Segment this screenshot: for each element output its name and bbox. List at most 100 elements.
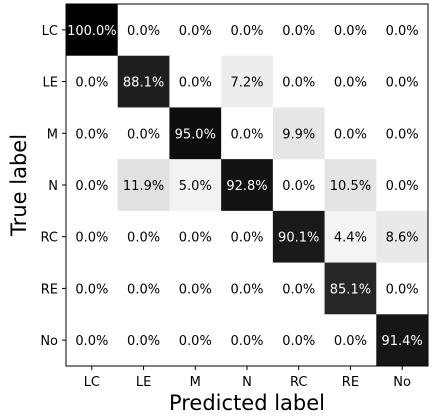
cell-LC-LE <box>117 4 170 57</box>
cell-value-label: 0.0% <box>282 282 315 297</box>
y-axis-ticks: LC LE M N RC RE No <box>40 24 66 349</box>
cell-value-label: 10.5% <box>330 179 371 194</box>
cell-value-label: 0.0% <box>386 179 419 194</box>
cell-No-N <box>221 314 274 367</box>
cell-value-label: 0.0% <box>75 334 108 349</box>
cell-LE-RC <box>272 55 326 108</box>
cell-value-label: 9.9% <box>282 127 315 142</box>
cell-LC-RE <box>324 4 377 57</box>
cell-M-LC <box>66 107 119 160</box>
cell-N-No <box>376 159 429 212</box>
cell-value-label: 0.0% <box>282 76 315 91</box>
cell-value-label: 0.0% <box>75 282 108 297</box>
cell-RE-LE <box>117 262 170 315</box>
cell-value-label: 0.0% <box>334 334 367 349</box>
cell-M-LE <box>117 107 170 160</box>
cell-N-M <box>169 159 222 212</box>
cell-M-N <box>221 107 274 160</box>
cell-N-RC <box>272 159 326 212</box>
y-tick-label: N <box>48 179 58 194</box>
cell-value-label: 0.0% <box>334 127 367 142</box>
x-axis-ticks: LC LE M N RC RE No <box>84 366 411 390</box>
cell-LE-No <box>376 55 429 108</box>
x-tick-label: M <box>190 375 201 390</box>
cell-value-label: 0.0% <box>282 24 315 39</box>
cell-value-label: 95.0% <box>175 127 216 142</box>
x-tick-label: LE <box>136 375 151 390</box>
cell-value-label: 0.0% <box>127 24 160 39</box>
cell-N-LE <box>117 159 170 212</box>
cell-RC-RC <box>272 210 326 264</box>
cell-RE-RC <box>272 262 326 315</box>
cell-No-LE <box>117 314 170 367</box>
cell-RE-M <box>169 262 222 315</box>
cell-LE-N <box>221 55 274 108</box>
cell-RE-RE <box>324 262 377 315</box>
cell-No-RC <box>272 314 326 367</box>
cell-value-label: 0.0% <box>230 334 263 349</box>
y-tick-label: LC <box>42 24 58 39</box>
cell-value-label: 5.0% <box>179 179 212 194</box>
y-tick-label: RE <box>41 282 58 297</box>
cell-value-label: 0.0% <box>230 282 263 297</box>
cell-RE-N <box>221 262 274 315</box>
cell-M-No <box>376 107 429 160</box>
cell-value-label: 88.1% <box>123 76 164 91</box>
cell-value-label: 8.6% <box>386 231 419 246</box>
cell-value-label: 91.4% <box>381 334 422 349</box>
cell-M-RE <box>324 107 377 160</box>
cell-LE-RE <box>324 55 377 108</box>
cell-No-LC <box>66 314 119 367</box>
cell-LC-No <box>376 4 429 57</box>
cell-value-label: 0.0% <box>334 76 367 91</box>
cell-RC-M <box>169 210 222 264</box>
cell-RC-LC <box>66 210 119 264</box>
cell-value-label: 0.0% <box>282 334 315 349</box>
cell-value-label: 0.0% <box>127 127 160 142</box>
cell-value-label: 0.0% <box>179 231 212 246</box>
cell-LE-M <box>169 55 222 108</box>
cell-No-No <box>376 314 429 367</box>
cell-RC-RE <box>324 210 377 264</box>
cell-value-label: 0.0% <box>127 231 160 246</box>
cell-value-label: 0.0% <box>127 282 160 297</box>
cell-value-label: 85.1% <box>330 282 371 297</box>
cell-value-label: 0.0% <box>179 24 212 39</box>
cell-N-N <box>221 159 274 212</box>
cell-value-label: 0.0% <box>75 127 108 142</box>
cell-LE-LE <box>117 55 170 108</box>
cell-value-label: 0.0% <box>230 231 263 246</box>
cell-value-label: 0.0% <box>75 231 108 246</box>
x-tick-label: RC <box>290 375 307 390</box>
cell-LC-LC <box>66 4 119 57</box>
cell-LE-LC <box>66 55 119 108</box>
cell-N-RE <box>324 159 377 212</box>
y-tick-label: No <box>40 334 58 349</box>
cell-RE-LC <box>66 262 119 315</box>
cell-value-label: 0.0% <box>75 76 108 91</box>
cell-value-label: 90.1% <box>278 231 319 246</box>
cell-RC-N <box>221 210 274 264</box>
x-axis-title: Predicted label <box>169 391 325 415</box>
cell-value-label: 0.0% <box>386 76 419 91</box>
x-tick-label: LC <box>84 375 100 390</box>
cell-value-label: 4.4% <box>334 231 367 246</box>
cell-value-label: 0.0% <box>334 24 367 39</box>
cell-value-label: 0.0% <box>282 179 315 194</box>
cell-N-LC <box>66 159 119 212</box>
cell-value-label: 11.9% <box>123 179 164 194</box>
x-tick-label: No <box>393 375 411 390</box>
cell-value-label: 0.0% <box>386 24 419 39</box>
cell-RE-No <box>376 262 429 315</box>
cell-M-RC <box>272 107 326 160</box>
x-tick-label: N <box>242 375 252 390</box>
cell-value-label: 0.0% <box>75 179 108 194</box>
cell-RC-No <box>376 210 429 264</box>
cell-LC-N <box>221 4 274 57</box>
cell-M-M <box>169 107 222 160</box>
cell-value-label: 100.0% <box>67 24 117 39</box>
cell-value-label: 0.0% <box>230 24 263 39</box>
cell-value-label: 0.0% <box>386 282 419 297</box>
cell-value-label: 0.0% <box>179 76 212 91</box>
